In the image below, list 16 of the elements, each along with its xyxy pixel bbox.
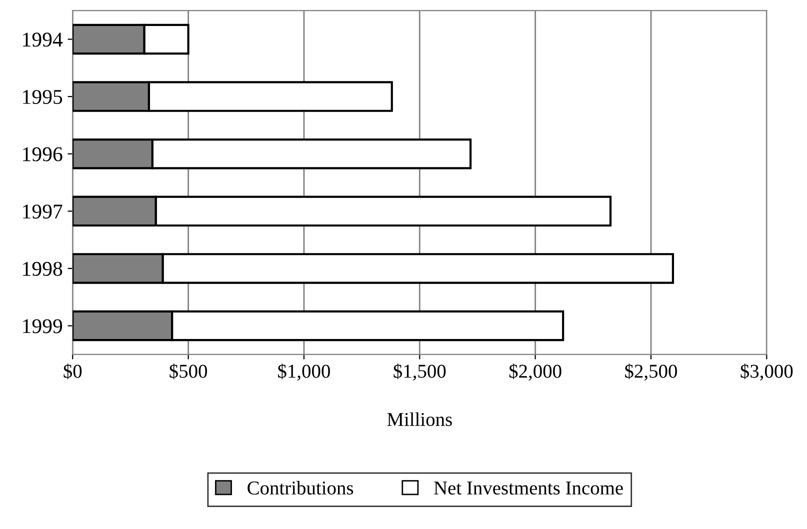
x-axis-title: Millions: [387, 412, 452, 426]
x-tick-label: $2,000: [509, 364, 562, 381]
y-tick-label: 1997: [23, 204, 62, 219]
y-tick-label: 1996: [23, 147, 62, 162]
legend-label: Contributions: [248, 480, 354, 495]
y-tick-label: 1995: [23, 90, 62, 104]
y-tick-label: 1998: [23, 262, 62, 276]
legend-label: Net Investments Income: [434, 482, 623, 495]
x-tick-label: $500: [170, 364, 208, 380]
x-tick-label: $1,500: [394, 364, 446, 381]
x-tick-label: $3,000: [740, 364, 793, 381]
x-tick-label: $0: [64, 364, 82, 380]
x-tick-label: $1,000: [278, 364, 330, 381]
y-tick-label: 1999: [23, 319, 62, 334]
y-tick-label: 1994: [23, 32, 63, 47]
x-tick-label: $2,500: [625, 364, 677, 381]
